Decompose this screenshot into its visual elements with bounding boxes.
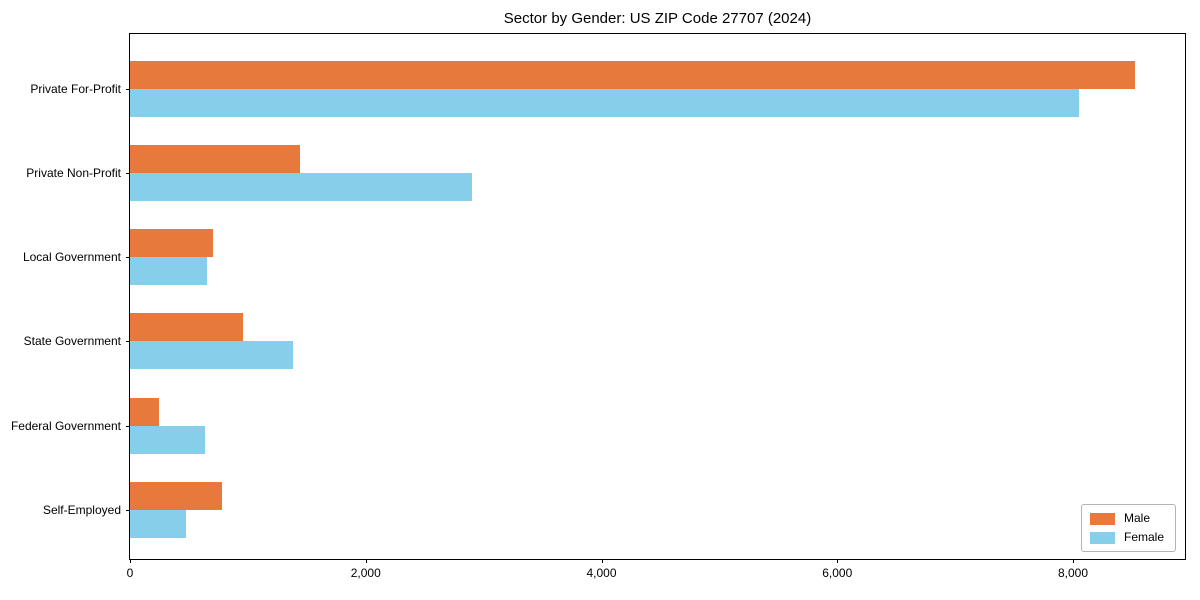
- y-tick-label: Private Non-Profit: [26, 165, 121, 180]
- x-tick-mark: [837, 559, 839, 563]
- x-tick-label: 6,000: [822, 566, 853, 580]
- bar-female: [130, 88, 1079, 117]
- y-tick-label: Local Government: [22, 250, 121, 265]
- bar-group: [130, 60, 1185, 117]
- bar-female: [130, 425, 206, 454]
- legend-label-male: Male: [1123, 511, 1150, 525]
- bar-male: [130, 60, 1135, 89]
- y-tick-mark: [126, 172, 130, 174]
- legend-item-female: Female: [1089, 530, 1164, 544]
- y-tick-label: Private For-Profit: [30, 81, 121, 96]
- bar-group: [130, 313, 1185, 370]
- y-tick-label: Self-Employed: [42, 503, 121, 517]
- chart-title: Sector by Gender: US ZIP Code 27707 (202…: [503, 10, 812, 27]
- y-tick-label: State Government: [23, 334, 121, 349]
- bar-female: [130, 257, 207, 286]
- y-tick-mark: [126, 341, 130, 343]
- bar-male: [130, 144, 300, 173]
- x-tick-label: 4,000: [586, 566, 617, 580]
- x-tick-label: 0: [126, 566, 134, 580]
- female-series-swatch: [1089, 531, 1115, 544]
- bar-group: [130, 229, 1185, 286]
- bar-female: [130, 341, 293, 370]
- bar-group: [130, 482, 1185, 538]
- bar-male: [130, 313, 244, 342]
- bar-group: [130, 144, 1185, 201]
- bar-male: [130, 229, 213, 258]
- x-tick-label: 8,000: [1058, 566, 1089, 580]
- bar-female: [130, 510, 186, 538]
- y-tick-mark: [126, 425, 130, 427]
- bar-male: [130, 397, 160, 426]
- y-tick-mark: [126, 88, 130, 90]
- x-tick-mark: [1073, 559, 1075, 563]
- y-tick-mark: [126, 257, 130, 259]
- bar-female: [130, 172, 473, 201]
- x-tick-mark: [601, 559, 603, 563]
- y-tick-mark: [126, 510, 130, 511]
- legend-label-female: Female: [1123, 530, 1164, 544]
- bar-group: [130, 397, 1185, 454]
- male-series-swatch: [1089, 512, 1115, 525]
- legend-item-male: Male: [1089, 511, 1164, 525]
- x-tick-mark: [365, 559, 367, 563]
- bar-male: [130, 482, 222, 510]
- legend: Male Female: [1080, 504, 1176, 552]
- y-tick-label: Federal Government: [10, 418, 121, 433]
- x-tick-mark: [130, 559, 131, 563]
- plot-area: Private For-Profit Private Non-Profit Loca…: [11, 33, 1186, 580]
- x-tick-label: 2,000: [350, 566, 381, 580]
